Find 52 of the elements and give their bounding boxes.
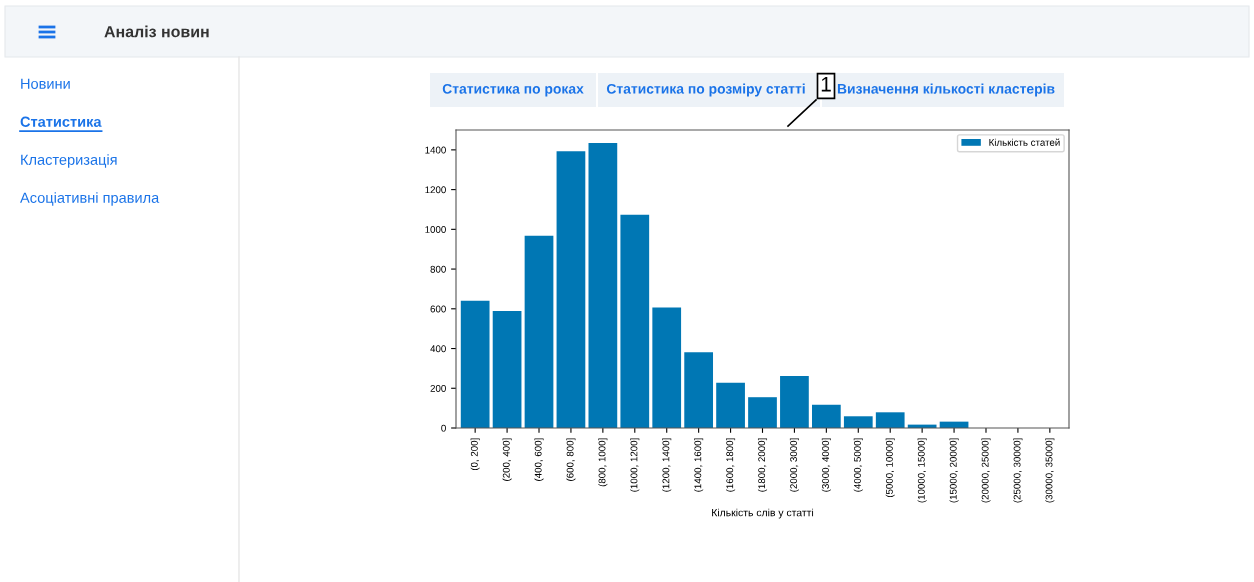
x-tick-label: (10000, 15000] [917, 438, 927, 503]
text: Асоціативні правила [20, 192, 160, 206]
x-tick-label: (1200, 1400] [662, 438, 672, 492]
x-tick-label: (0, 200] [470, 438, 480, 471]
x-tick-label: (4000, 5000] [853, 438, 863, 492]
x-tick-label: (3000, 4000] [821, 438, 831, 492]
x-tick-label: (25000, 30000] [1013, 438, 1023, 503]
text: Статистика по розміру статті [606, 83, 805, 97]
y-tick-label: 1200 [425, 186, 446, 194]
text: 1 [821, 77, 831, 92]
x-tick-label: (2000, 3000] [789, 438, 799, 492]
text: Статистика [20, 116, 102, 127]
legend-label: Кількість статей [989, 138, 1060, 146]
x-tick-label: (600, 800] [566, 438, 576, 481]
x-axis-title: Кількість слів у статті [712, 508, 814, 519]
x-tick-label: (1600, 1800] [726, 438, 736, 492]
text: Аналіз новин [104, 25, 209, 38]
y-tick-label: 1000 [425, 226, 446, 233]
x-tick-label: (1800, 2000] [757, 438, 768, 492]
x-tick-label: (15000, 20000] [949, 438, 959, 503]
y-tick-label: 400 [430, 345, 446, 353]
x-tick-label: (800, 1000] [598, 438, 608, 487]
bar [492, 310, 522, 428]
x-tick-label: (200, 400] [502, 438, 512, 481]
bar [780, 375, 809, 428]
bar [460, 300, 490, 428]
bar [588, 143, 618, 428]
text: Новини [21, 78, 70, 89]
bar [524, 235, 554, 428]
y-tick-label: 200 [430, 385, 446, 392]
y-tick-label: 800 [430, 265, 446, 273]
bar [811, 404, 841, 428]
bar [843, 416, 873, 428]
bar [875, 412, 905, 428]
bar [748, 397, 777, 428]
text: Визначення кількості кластерів [837, 83, 1055, 97]
x-tick-label: (5000, 10000] [885, 438, 895, 498]
bar [716, 382, 745, 428]
bar [684, 352, 714, 428]
x-tick-label: (1400, 1600] [694, 438, 704, 492]
bar [652, 307, 682, 428]
text: Кластеризація [21, 154, 117, 168]
x-tick-label: (400, 600] [534, 438, 544, 481]
bar [620, 214, 650, 428]
x-tick-label: (20000, 25000] [981, 438, 991, 503]
text: Статистика по роках [442, 83, 584, 97]
y-tick-label: 1400 [425, 146, 446, 154]
bar [556, 151, 586, 428]
x-tick-label: (1000, 1200] [630, 438, 640, 492]
x-tick-label: (30000, 35000] [1045, 438, 1055, 503]
y-tick-label: 600 [430, 305, 446, 313]
y-tick-label: 0 [441, 424, 446, 432]
